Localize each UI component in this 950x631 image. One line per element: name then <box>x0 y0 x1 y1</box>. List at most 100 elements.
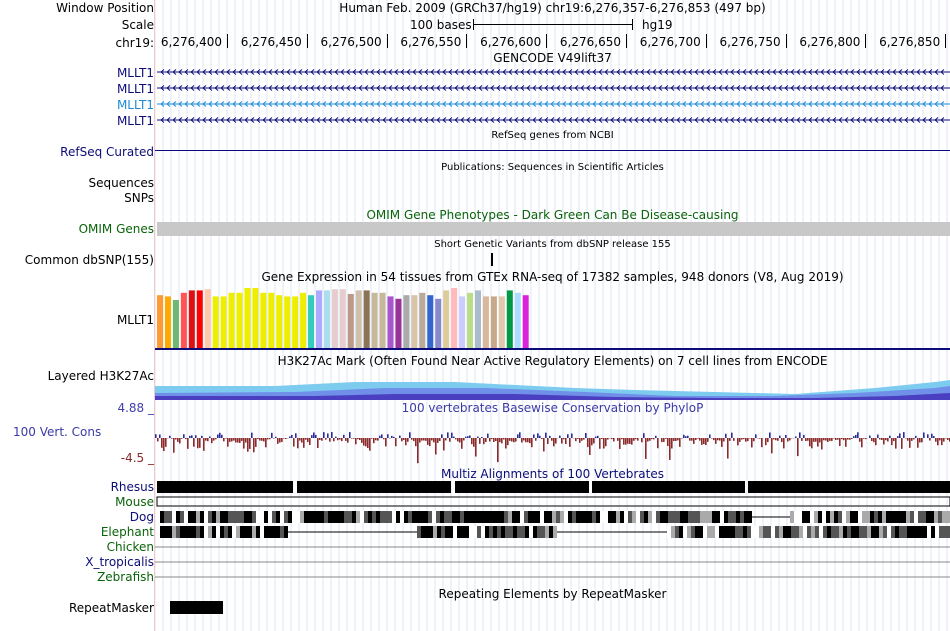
refseq-gene-line[interactable] <box>155 150 950 151</box>
base-position-ruler[interactable]: 6,276,400 6,276,450 6,276,500 6,276,550 6,27… <box>155 34 950 50</box>
strand-arrow <box>808 69 813 75</box>
gtex-label[interactable]: MLLT1 <box>116 313 154 327</box>
strand-arrow <box>346 117 351 123</box>
multiz-block-elephant <box>899 526 903 538</box>
strand-arrow <box>520 117 525 123</box>
strand-arrow <box>628 101 633 107</box>
cons-score-bar <box>947 438 949 440</box>
gencode-track[interactable] <box>155 64 950 128</box>
cons-score-bar <box>931 433 933 438</box>
multiz-block-dog <box>822 511 826 523</box>
multiz-species-label[interactable]: Dog <box>129 510 154 524</box>
strand-arrow <box>406 101 411 107</box>
multiz-species-label[interactable]: Chicken <box>106 540 154 554</box>
strand-arrow <box>310 117 315 123</box>
dbsnp-variant-mark[interactable] <box>491 253 493 266</box>
gtex-tissue-bar <box>276 295 283 348</box>
multiz-block-dog <box>692 511 696 523</box>
multiz-block-dog <box>184 511 188 523</box>
cons-score-bar <box>507 438 509 446</box>
cons-phylop-chart[interactable] <box>155 418 950 466</box>
multiz-block-dog <box>460 511 464 523</box>
dbsnp-label[interactable]: Common dbSNP(155) <box>24 253 154 267</box>
strand-arrow <box>358 69 363 75</box>
multiz-species-label[interactable]: Mouse <box>115 495 154 509</box>
gencode-transcript-label[interactable]: MLLT1 <box>116 98 154 112</box>
strand-arrow <box>688 117 693 123</box>
multiz-block-elephant <box>871 526 875 538</box>
cons-score-bar <box>191 435 193 438</box>
cons-score-bar <box>487 433 489 438</box>
strand-arrow <box>928 69 933 75</box>
multiz-block-dog <box>284 511 288 523</box>
cons-label[interactable]: 100 Vert. Cons <box>13 425 102 439</box>
multiz-species-label[interactable]: Zebrafish <box>97 570 154 584</box>
strand-arrow <box>598 69 603 75</box>
multiz-species-label[interactable]: X_tropicalis <box>85 555 154 569</box>
cons-score-bar <box>889 435 891 438</box>
publications-snps-label[interactable]: SNPs <box>124 191 154 205</box>
strand-arrow <box>256 85 261 91</box>
repeat-element[interactable] <box>170 601 223 614</box>
cons-score-bar <box>899 433 901 438</box>
cons-score-bar <box>893 438 895 442</box>
multiz-block-dog <box>648 511 652 523</box>
cons-score-bar <box>709 434 711 438</box>
strand-arrow <box>532 69 537 75</box>
multiz-block-dog <box>384 511 388 523</box>
strand-arrow <box>562 101 567 107</box>
strand-arrow <box>256 69 261 75</box>
multiz-block-dog <box>276 511 280 523</box>
strand-arrow <box>826 69 831 75</box>
multiz-alignment-blocks[interactable] <box>155 480 950 584</box>
multiz-block-elephant <box>815 526 819 538</box>
cons-score-bar <box>589 438 591 455</box>
strand-arrow <box>886 101 891 107</box>
cons-score-bar <box>687 435 689 438</box>
cons-score-bar <box>607 438 609 440</box>
h3k27ac-label[interactable]: Layered H3K27Ac <box>47 369 154 383</box>
multiz-block-elephant <box>445 526 449 538</box>
strand-arrow <box>262 101 267 107</box>
cons-score-bar <box>235 438 237 443</box>
strand-arrow <box>940 69 945 75</box>
h3k27ac-signal[interactable] <box>155 376 950 400</box>
cons-score-bar <box>533 434 535 438</box>
omim-gene-bar[interactable] <box>157 222 950 236</box>
gtex-expression-chart[interactable] <box>155 284 950 352</box>
strand-arrow <box>748 117 753 123</box>
cons-score-bar <box>903 432 905 438</box>
multiz-block-dog <box>264 511 268 523</box>
refseq-label[interactable]: RefSeq Curated <box>60 145 154 159</box>
strand-arrow <box>766 101 771 107</box>
multiz-block-elephant <box>505 526 509 538</box>
gtex-tissue-bar <box>244 288 251 348</box>
omim-label[interactable]: OMIM Genes <box>78 222 154 236</box>
gencode-transcript-label[interactable]: MLLT1 <box>116 66 154 80</box>
strand-arrow <box>538 101 543 107</box>
strand-arrow <box>940 85 945 91</box>
cons-score-bar <box>651 438 653 440</box>
repeat-label[interactable]: RepeatMasker <box>68 601 154 615</box>
strand-arrow <box>460 117 465 123</box>
gencode-transcript-label[interactable]: MLLT1 <box>116 82 154 96</box>
cons-score-bar <box>911 438 913 441</box>
strand-arrow <box>364 117 369 123</box>
multiz-block-elephant <box>743 526 747 538</box>
multiz-species-label[interactable]: Elephant <box>100 525 154 539</box>
multiz-block-dog <box>668 511 672 523</box>
cons-score-bar <box>237 438 239 443</box>
strand-arrow <box>220 117 225 123</box>
cons-score-bar <box>415 438 417 447</box>
cons-score-bar <box>885 438 887 441</box>
strand-arrow <box>688 85 693 91</box>
cons-score-bar <box>193 438 195 447</box>
strand-arrow <box>538 85 543 91</box>
cons-score-bar <box>283 438 285 439</box>
gencode-transcript-label[interactable]: MLLT1 <box>116 114 154 128</box>
strand-arrow <box>376 101 381 107</box>
strand-arrow <box>730 101 735 107</box>
multiz-species-label[interactable]: Rhesus <box>110 480 154 494</box>
strand-arrow <box>292 101 297 107</box>
publications-sequences-label[interactable]: Sequences <box>88 176 154 190</box>
